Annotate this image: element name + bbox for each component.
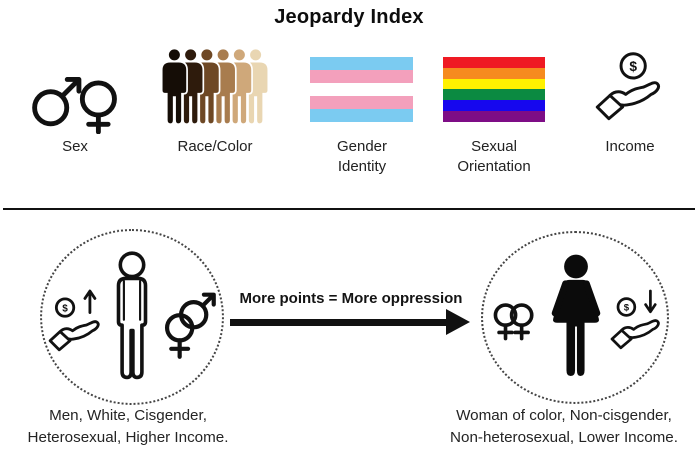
income-down-icon: $ (610, 289, 660, 350)
flag-stripe (443, 78, 545, 90)
category-label-income: Income (605, 138, 655, 155)
category-label-sexual-orientation: Sexual Orientation (457, 138, 531, 176)
flag-stripe (310, 57, 413, 70)
category-label-gender-identity: Gender Identity (336, 138, 388, 176)
flag-stripe (310, 70, 413, 83)
oppressed-profile-circle (481, 231, 669, 404)
coin-dollar-glyph: $ (62, 303, 68, 314)
oppressed-caption-line1: Woman of color, Non-cisgender, (456, 407, 672, 424)
coin-dollar-glyph: $ (629, 59, 637, 74)
flag-stripe (443, 57, 545, 68)
woman-silhouette-figure (551, 254, 601, 377)
double-female-symbol-icon (493, 303, 534, 341)
oppression-arrow-head (446, 309, 470, 335)
skin-tone-figure (160, 48, 188, 126)
oppression-arrow-shaft (230, 319, 448, 326)
flag-stripe (443, 100, 545, 112)
oppressed-caption-line2: Non-heterosexual, Lower Income. (450, 429, 678, 447)
arrow-caption: More points = More oppression (239, 290, 463, 307)
man-outline-figure (116, 251, 148, 380)
section-divider (3, 208, 695, 210)
flag-stripe (443, 89, 545, 101)
oppressed-caption: Woman of color, Non-cisgender, Non-heter… (437, 405, 691, 449)
flag-stripe (443, 67, 545, 79)
flag-stripe (443, 111, 545, 122)
transgender-flag-icon (310, 57, 413, 122)
privileged-caption-line2: Heterosexual, Higher Income. (27, 429, 229, 447)
people-skin-tone-gradient-icon (160, 48, 270, 126)
category-label-race-color: Race/Color (177, 138, 253, 155)
privileged-caption-line1: Men, White, Cisgender, (49, 407, 207, 424)
page-title: Jeopardy Index (274, 6, 424, 28)
male-female-symbols-icon (32, 77, 117, 134)
coin-dollar-glyph: $ (624, 303, 630, 314)
hand-holding-coin-icon: $ (595, 52, 660, 121)
flag-stripe (310, 83, 413, 96)
heterosexual-symbol-icon (164, 292, 216, 359)
privileged-caption: Men, White, Cisgender, Heterosexual, Hig… (8, 405, 248, 449)
flag-stripe (310, 96, 413, 109)
flag-stripe (310, 109, 413, 122)
income-up-icon: $ (48, 289, 100, 352)
privileged-profile-circle (40, 229, 224, 405)
rainbow-flag-icon (443, 57, 545, 122)
category-label-sex: Sex (62, 138, 88, 155)
